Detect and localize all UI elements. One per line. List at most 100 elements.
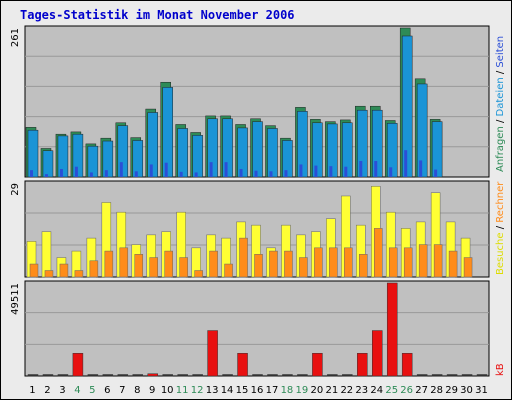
x-label-day-2: 2 [44,385,50,396]
side-legend-middle: Besuche / Rechner [495,181,506,275]
bar-rechner-day-16 [254,254,263,278]
bar-rechner-day-24 [374,228,383,278]
x-label-day-12: 12 [191,385,204,396]
bar-rechner-day-20 [314,247,323,278]
x-label-day-23: 23 [355,385,368,396]
legend-entry: / [495,68,506,78]
legend-entry: Dateien [495,77,506,116]
bar-rechner-day-10 [164,250,173,278]
x-label-day-31: 31 [475,385,488,396]
bar-rechner-day-7 [119,247,129,278]
bar-rechner-day-9 [149,257,158,278]
bar-dateien-day-3 [57,135,69,178]
bar-kb-day-19 [297,374,308,377]
bar-seiten-day-9 [149,164,153,177]
x-label-day-19: 19 [296,385,309,396]
bar-dateien-day-17 [267,128,278,178]
bar-kb-day-27 [416,374,428,377]
bar-seiten-day-10 [164,162,168,177]
x-label-day-21: 21 [325,385,338,396]
legend-entry: Seiten [495,36,506,68]
bar-rechner-day-22 [344,247,353,278]
bar-dateien-day-1 [27,129,39,178]
bar-kb-day-7 [117,374,129,377]
bar-kb-day-15 [237,353,248,377]
bar-seiten-day-20 [314,165,318,177]
legend-entry: / [495,116,506,126]
bar-rechner-day-28 [433,244,443,278]
bar-rechner-day-2 [44,270,54,278]
bar-kb-day-18 [282,374,293,377]
bar-rechner-day-21 [329,247,338,278]
bar-kb-day-20 [312,353,323,377]
bar-kb-day-9 [147,373,158,377]
bar-kb-day-24 [372,330,383,377]
bar-kb-day-3 [57,374,69,377]
bar-seiten-day-26 [404,150,408,177]
bar-rechner-day-30 [463,257,473,278]
bar-dateien-day-5 [87,145,99,178]
side-legend-top: Anfragen / Dateien / Seiten [495,36,506,172]
x-label-day-30: 30 [460,385,473,396]
x-label-day-18: 18 [281,385,294,396]
bar-kb-day-8 [132,374,144,377]
panel-kb [24,280,490,377]
x-label-day-25: 25 [385,385,398,396]
legend-entry: / [495,223,506,233]
bar-seiten-day-14 [224,162,228,177]
bar-kb-day-11 [177,374,188,377]
bar-seiten-day-22 [344,166,348,177]
bar-besuche-day-2 [41,231,52,278]
bar-seiten-day-8 [134,171,138,177]
x-label-day-3: 3 [59,385,65,396]
side-legend-bottom: kB [495,363,506,376]
side-legend-labels: Anfragen / Dateien / Seiten Besuche / Rec… [495,36,506,376]
x-label-day-10: 10 [161,385,174,396]
bar-rechner-day-26 [403,247,413,278]
legend-entry: Besuche [495,232,506,275]
bar-dateien-day-28 [431,121,443,178]
bar-seiten-day-19 [299,164,303,177]
bar-rechner-day-12 [194,270,203,278]
bar-kb-day-12 [192,374,203,377]
bar-rechner-day-5 [89,260,99,278]
bar-seiten-day-16 [254,170,258,177]
bar-kb-day-29 [446,374,458,377]
bar-seiten-day-18 [284,170,288,177]
bar-rechner-day-25 [388,247,398,278]
bar-seiten-day-24 [374,161,378,177]
x-label-day-16: 16 [251,385,264,396]
x-label-day-5: 5 [89,385,95,396]
x-label-day-7: 7 [119,385,125,396]
bar-seiten-day-21 [329,166,333,177]
bar-rechner-day-23 [359,254,368,278]
bar-kb-day-25 [386,282,398,377]
bar-seiten-day-11 [179,171,183,177]
bar-kb-day-17 [267,374,278,377]
bar-kb-day-14 [222,374,233,377]
bar-seiten-day-23 [359,161,363,177]
x-label-day-17: 17 [266,385,279,396]
bar-rechner-day-4 [74,270,84,278]
bar-seiten-day-4 [74,166,78,177]
bar-seiten-day-7 [119,162,123,177]
bar-seiten-day-25 [389,167,393,177]
bar-kb-day-5 [87,374,99,377]
bar-seiten-day-2 [44,174,48,177]
bar-rechner-day-19 [299,257,308,278]
x-label-day-6: 6 [104,385,110,396]
x-label-day-1: 1 [29,385,35,396]
legend-entry: kB [495,363,506,376]
bar-kb-day-28 [431,374,443,377]
bar-seiten-day-17 [269,171,273,177]
chart-title: Tages-Statistik im Monat November 2006 [20,8,295,22]
x-label-day-8: 8 [134,385,140,396]
x-label-day-11: 11 [176,385,189,396]
bar-kb-day-1 [27,374,39,377]
bar-rechner-day-17 [269,250,278,278]
x-label-day-9: 9 [149,385,155,396]
bar-rechner-day-14 [224,263,233,278]
x-label-day-27: 27 [415,385,428,396]
panels-group: 261 29 49511 [10,25,490,377]
bar-kb-day-16 [252,374,263,377]
